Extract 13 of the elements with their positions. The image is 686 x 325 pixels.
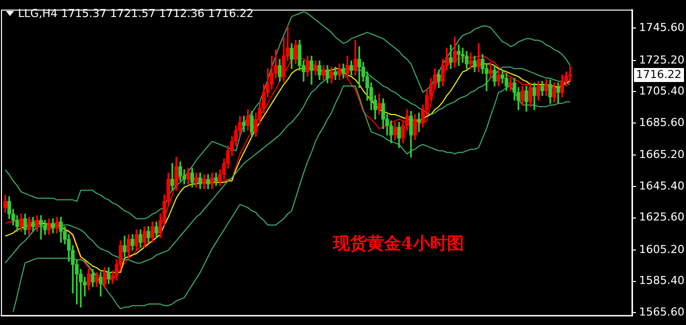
y-tick-label: 1565.60 — [639, 305, 684, 318]
y-tick-label: 1625.60 — [639, 210, 684, 224]
chart-title: LLG,H4 1715.37 1721.57 1712.36 1716.22 — [18, 7, 254, 20]
y-tick-label: 1725.20 — [639, 53, 684, 66]
text: 1716.22 — [634, 68, 684, 82]
y-tick-label: 1585.40 — [639, 274, 684, 288]
y-tick-label: 1685.60 — [639, 116, 684, 129]
y-tick-label: 1705.40 — [639, 84, 684, 98]
y-tick-label: 1745.60 — [639, 21, 684, 34]
y-tick-label: 1665.20 — [639, 148, 684, 162]
y-tick-label: 1605.20 — [639, 242, 684, 256]
annotation: 现货黄金4小时图 — [333, 233, 464, 255]
y-tick-label: 1645.40 — [639, 179, 684, 192]
